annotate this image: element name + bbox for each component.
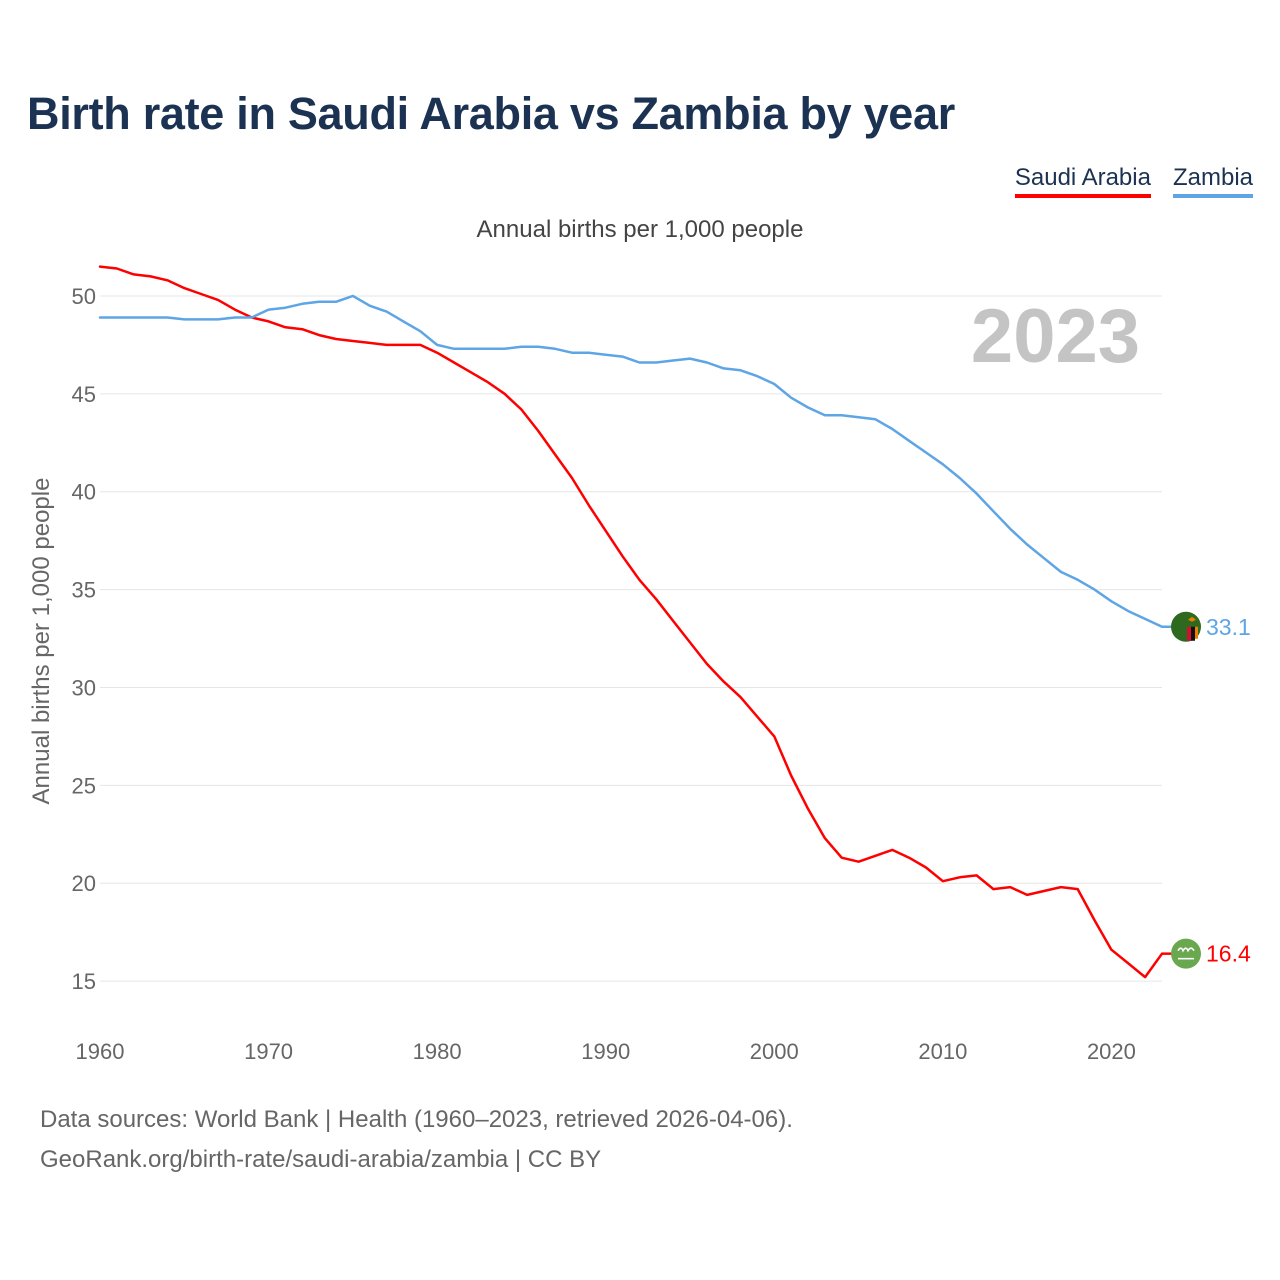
year-watermark: 2023 [971, 294, 1140, 379]
x-tick-label: 1990 [581, 1039, 630, 1064]
series-line-saudi-arabia[interactable] [98, 265, 1164, 979]
legend: Saudi Arabia Zambia [1014, 164, 1253, 198]
chart-subtitle: Annual births per 1,000 people [476, 216, 804, 243]
y-tick-label: 40 [72, 480, 96, 505]
series-line-zambia[interactable] [98, 294, 1164, 629]
x-tick-label: 1980 [413, 1039, 462, 1064]
x-tick-label: 2010 [918, 1039, 967, 1064]
x-tick-label: 2020 [1087, 1039, 1136, 1064]
y-tick-label: 35 [72, 578, 96, 603]
y-tick-label: 20 [72, 871, 96, 896]
y-tick-label: 25 [72, 773, 96, 798]
x-tick-label: 1960 [76, 1039, 125, 1064]
y-tick-label: 45 [72, 382, 96, 407]
y-tick-label: 50 [72, 284, 96, 309]
saudi-arabia-flag-icon [1171, 938, 1201, 969]
y-tick-label: 15 [72, 969, 96, 994]
y-tick-label: 30 [72, 675, 96, 700]
legend-item-zambia[interactable]: Zambia [1172, 164, 1253, 198]
chart-title: Birth rate in Saudi Arabia vs Zambia by … [27, 88, 955, 139]
source-link[interactable]: GeoRank.org/birth-rate/saudi-arabia/zamb… [40, 1146, 602, 1173]
end-value-label-saudi-arabia: 16.4 [1206, 941, 1251, 967]
x-tick-label: 1970 [244, 1039, 293, 1064]
source-note: Data sources: World Bank | Health (1960–… [40, 1106, 793, 1133]
zambia-flag-icon [1171, 611, 1201, 642]
end-value-label-zambia: 33.1 [1206, 614, 1251, 640]
x-tick-label: 2000 [750, 1039, 799, 1064]
legend-item-saudi-arabia[interactable]: Saudi Arabia [1014, 164, 1151, 198]
